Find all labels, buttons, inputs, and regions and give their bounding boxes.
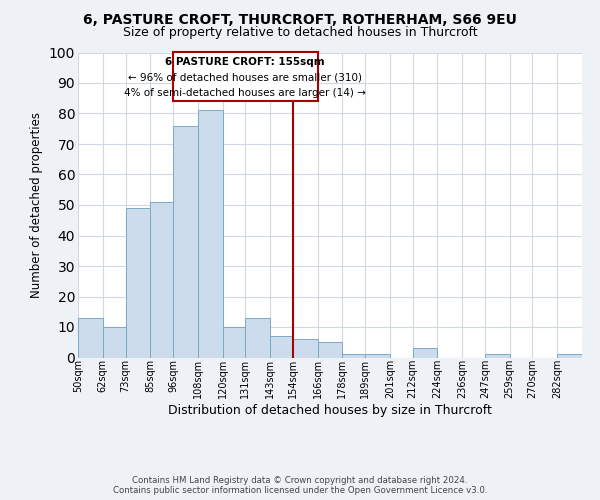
Bar	[173, 52, 317, 102]
Bar	[365, 354, 390, 358]
Bar	[245, 318, 270, 358]
Text: Size of property relative to detached houses in Thurcroft: Size of property relative to detached ho…	[122, 26, 478, 39]
Bar	[78, 318, 103, 358]
Bar	[317, 342, 343, 357]
Bar	[223, 327, 245, 358]
X-axis label: Distribution of detached houses by size in Thurcroft: Distribution of detached houses by size …	[168, 404, 492, 417]
Bar	[150, 202, 173, 358]
Bar	[485, 354, 510, 358]
Text: 4% of semi-detached houses are larger (14) →: 4% of semi-detached houses are larger (1…	[124, 88, 366, 98]
Bar	[293, 339, 317, 357]
Bar	[343, 354, 365, 358]
Bar	[198, 110, 223, 358]
Text: 6 PASTURE CROFT: 155sqm: 6 PASTURE CROFT: 155sqm	[166, 57, 325, 67]
Text: ← 96% of detached houses are smaller (310): ← 96% of detached houses are smaller (31…	[128, 72, 362, 83]
Bar	[413, 348, 437, 358]
Bar	[270, 336, 293, 357]
Y-axis label: Number of detached properties: Number of detached properties	[30, 112, 43, 298]
Text: 6, PASTURE CROFT, THURCROFT, ROTHERHAM, S66 9EU: 6, PASTURE CROFT, THURCROFT, ROTHERHAM, …	[83, 12, 517, 26]
Bar	[103, 327, 125, 358]
Text: Contains HM Land Registry data © Crown copyright and database right 2024.
Contai: Contains HM Land Registry data © Crown c…	[113, 476, 487, 495]
Bar	[173, 126, 198, 358]
Bar	[125, 208, 150, 358]
Bar	[557, 354, 582, 358]
